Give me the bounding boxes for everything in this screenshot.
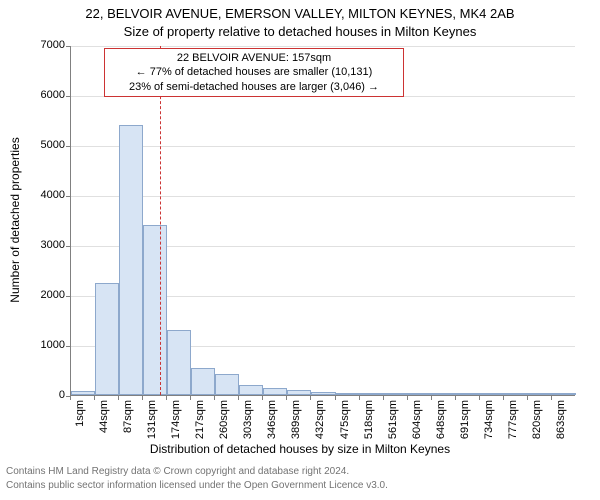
- x-tick-mark: [70, 396, 71, 400]
- x-tick-mark: [118, 396, 119, 400]
- histogram-bar: [119, 125, 143, 395]
- chart-title-address: 22, BELVOIR AVENUE, EMERSON VALLEY, MILT…: [0, 6, 600, 21]
- histogram-bar: [239, 385, 263, 395]
- histogram-bar: [480, 393, 504, 395]
- x-tick-mark: [407, 396, 408, 400]
- footer-line2: Contains public sector information licen…: [6, 480, 388, 491]
- x-tick-mark: [310, 396, 311, 400]
- x-axis-label: Distribution of detached houses by size …: [0, 442, 600, 456]
- histogram-bar: [504, 393, 528, 395]
- x-tick-mark: [286, 396, 287, 400]
- x-tick-mark: [94, 396, 95, 400]
- y-tick-mark: [66, 146, 70, 147]
- x-tick-mark: [359, 396, 360, 400]
- x-tick-mark: [383, 396, 384, 400]
- histogram-bar: [263, 388, 287, 395]
- plot-area: [70, 46, 575, 396]
- x-tick-mark: [527, 396, 528, 400]
- histogram-bar: [95, 283, 119, 396]
- histogram-bar: [360, 393, 384, 395]
- y-tick-label: 5000: [25, 139, 65, 151]
- y-tick-mark: [66, 96, 70, 97]
- y-tick-label: 3000: [25, 239, 65, 251]
- x-tick-mark: [551, 396, 552, 400]
- reference-line: [160, 46, 161, 395]
- y-tick-label: 7000: [25, 39, 65, 51]
- x-tick-mark: [262, 396, 263, 400]
- histogram-bar: [456, 393, 480, 395]
- x-tick-mark: [503, 396, 504, 400]
- chart-subtitle: Size of property relative to detached ho…: [0, 24, 600, 39]
- footer-line1: Contains HM Land Registry data © Crown c…: [6, 466, 349, 477]
- y-tick-mark: [66, 246, 70, 247]
- x-tick-mark: [166, 396, 167, 400]
- x-tick-mark: [142, 396, 143, 400]
- y-tick-label: 4000: [25, 189, 65, 201]
- annotation-box: 22 BELVOIR AVENUE: 157sqm ← 77% of detac…: [104, 48, 404, 97]
- histogram-bar: [287, 390, 311, 396]
- histogram-bar: [191, 368, 215, 396]
- y-axis-label: Number of detached properties: [8, 45, 22, 395]
- y-tick-mark: [66, 46, 70, 47]
- x-tick-mark: [214, 396, 215, 400]
- x-tick-mark: [190, 396, 191, 400]
- histogram-bar: [336, 393, 360, 396]
- y-tick-label: 6000: [25, 89, 65, 101]
- y-tick-label: 0: [25, 389, 65, 401]
- histogram-bar: [384, 393, 408, 395]
- grid-line: [71, 146, 575, 147]
- x-tick-mark: [455, 396, 456, 400]
- histogram-bar: [408, 393, 432, 395]
- histogram-bar: [432, 393, 456, 395]
- histogram-bar: [167, 330, 191, 395]
- y-tick-label: 2000: [25, 289, 65, 301]
- x-tick-mark: [431, 396, 432, 400]
- histogram-bar: [528, 393, 552, 395]
- grid-line: [71, 46, 575, 47]
- x-tick-mark: [479, 396, 480, 400]
- y-tick-mark: [66, 346, 70, 347]
- y-tick-mark: [66, 196, 70, 197]
- histogram-bar: [552, 393, 576, 395]
- y-tick-label: 1000: [25, 339, 65, 351]
- x-tick-mark: [335, 396, 336, 400]
- histogram-bar: [143, 225, 167, 395]
- histogram-bar: [215, 374, 239, 395]
- x-tick-mark: [238, 396, 239, 400]
- annotation-line3: 23% of semi-detached houses are larger (…: [109, 80, 399, 94]
- annotation-line2: ← 77% of detached houses are smaller (10…: [109, 65, 399, 79]
- histogram-bar: [311, 392, 335, 396]
- histogram-bar: [71, 391, 95, 396]
- annotation-line1: 22 BELVOIR AVENUE: 157sqm: [109, 51, 399, 65]
- grid-line: [71, 196, 575, 197]
- chart-container: 22, BELVOIR AVENUE, EMERSON VALLEY, MILT…: [0, 0, 600, 500]
- y-tick-mark: [66, 296, 70, 297]
